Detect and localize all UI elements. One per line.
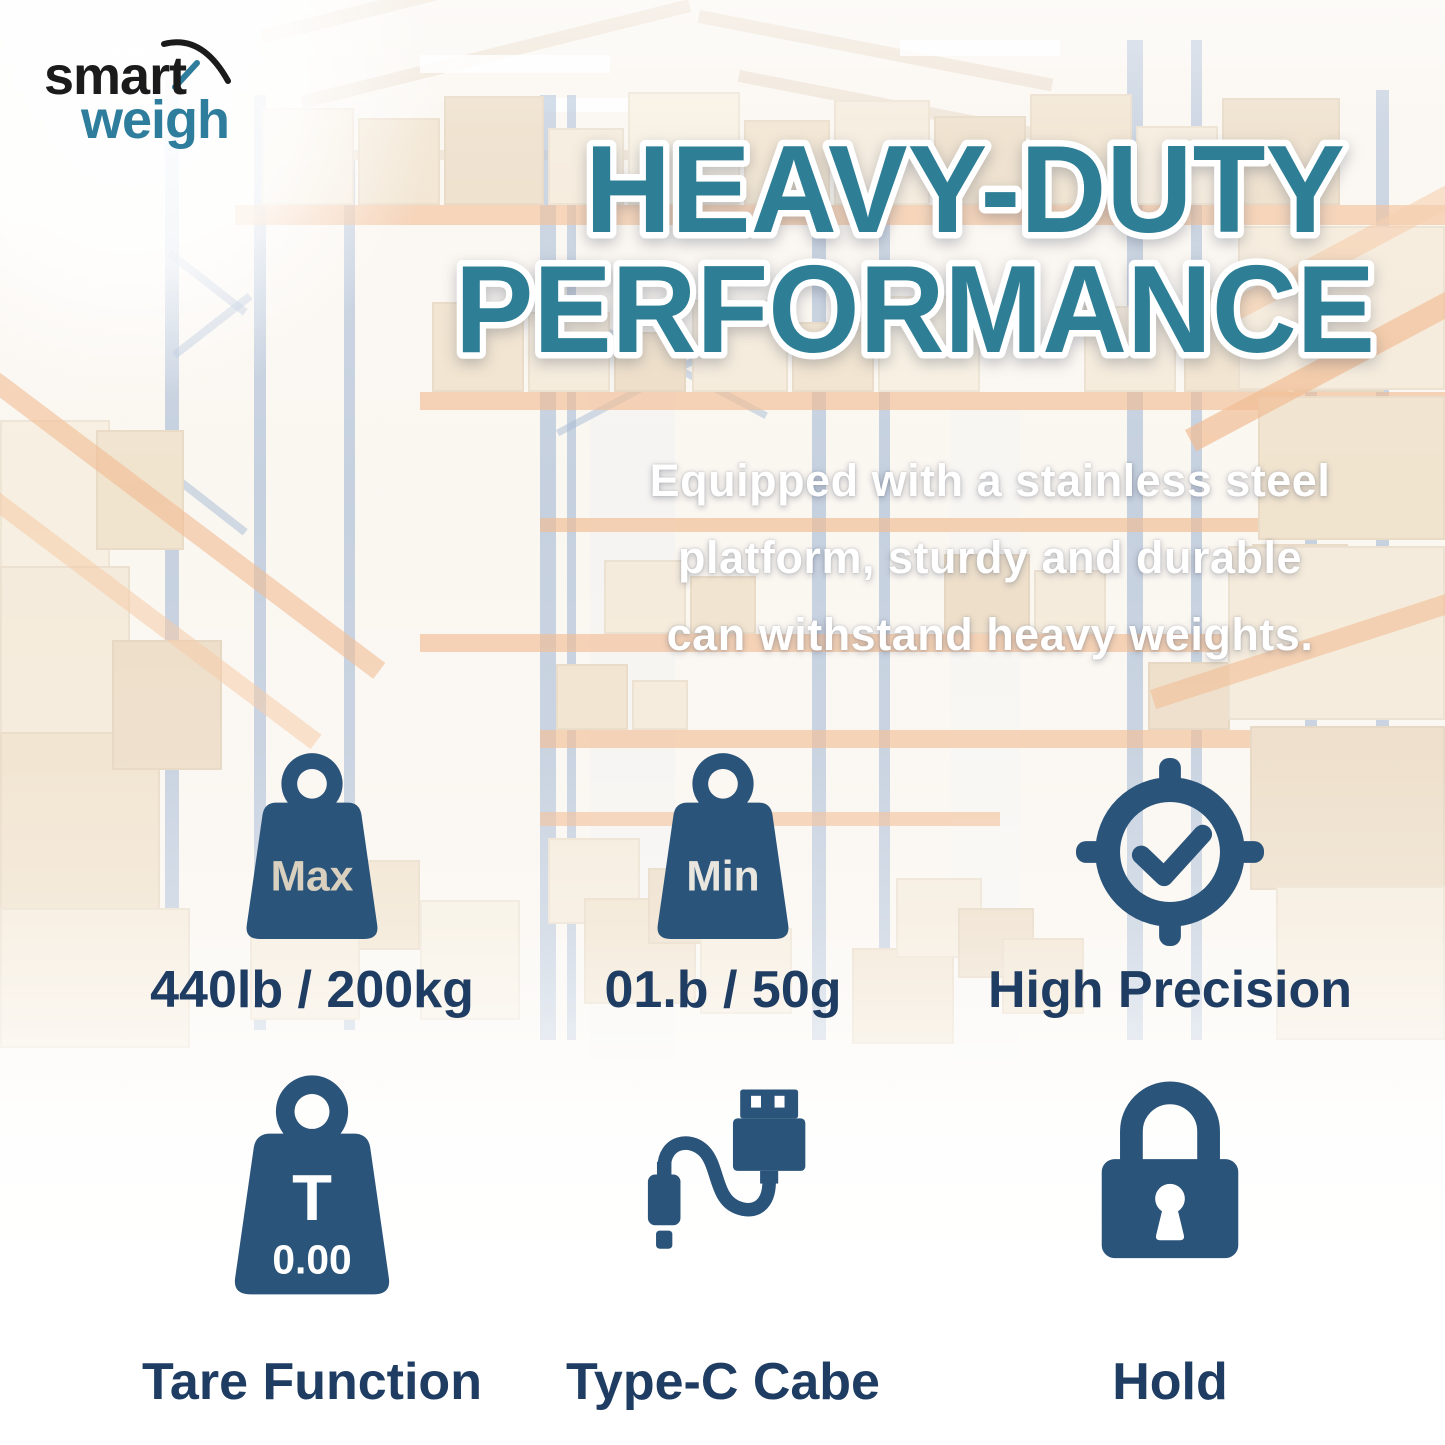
max-icon-text: Max [271,854,354,901]
feature-tare-function: T 0.00 [92,1072,532,1317]
logo-text-weigh: weigh [80,90,229,150]
feature-max-capacity: Max [92,750,532,955]
logo-dial-needle [172,60,200,90]
tare-icon-zero-readout: 0.00 [272,1236,351,1282]
subheading-line-1: Equipped with a stainless steel [649,455,1331,506]
feature-label: Hold [1112,1353,1228,1411]
feature-label: Type-C Cabe [566,1353,880,1411]
keyhole-icon [1155,1183,1185,1214]
headline: HEAVY-DUTY PERFORMANCE [449,115,1382,386]
feature-label: 440lb / 200kg [150,961,474,1019]
tare-weight-icon: T 0.00 [234,1075,390,1295]
subheading-paragraph: Equipped with a stainless steel platform… [595,442,1385,673]
subheading-line-3: can withstand heavy weights. [666,609,1314,660]
max-weight-icon: Max [246,753,378,939]
subheading-line-2: platform, sturdy and durable [677,532,1303,583]
checkmark-icon [1131,824,1213,887]
tare-icon-letter: T [292,1161,332,1234]
padlock-icon [1101,1081,1239,1259]
headline-line-1: HEAVY-DUTY [585,121,1345,259]
min-weight-icon: Min [657,753,789,939]
headline-line-2: PERFORMANCE [455,241,1375,379]
feature-type-c-cable [503,1072,943,1329]
feature-label: Tare Function [142,1353,482,1411]
smart-weigh-logo: smart weigh [44,39,231,150]
feature-label: High Precision [987,961,1353,1019]
logo-text-smart: smart [44,46,187,106]
feature-high-precision [950,750,1390,963]
precision-target-check-icon [1076,758,1264,946]
usb-type-c-cable-icon [647,1089,806,1249]
feature-min-capacity: Min [503,750,943,955]
logo-dial-arc [161,39,231,84]
feature-hold [950,1072,1390,1321]
feature-label: 01.b / 50g [604,961,842,1019]
min-icon-text: Min [686,854,759,901]
